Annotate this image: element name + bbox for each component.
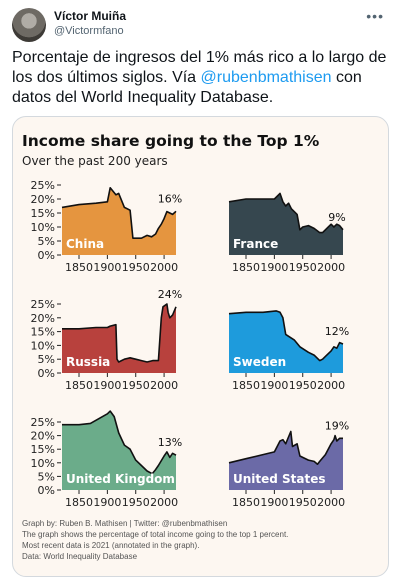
y-tick-label: 20% [31,430,55,443]
x-tick-label: 2000 [317,261,345,274]
figure-note: Most recent data is 2021 (annotated in t… [22,541,199,550]
x-tick-label: 1950 [122,261,150,274]
figure-source: Data: World Inequality Database [22,552,138,561]
area-series [62,304,176,373]
y-tick-label: 10% [31,457,55,470]
data-label: 13% [158,436,182,449]
y-tick-label: 5% [38,235,55,248]
more-dots-icon[interactable]: ••• [366,8,384,24]
x-tick-label: 1900 [260,496,288,509]
x-tick-label: 1900 [93,496,121,509]
figure-card[interactable]: Income share going to the Top 1% Over th… [12,116,389,577]
y-tick-label: 0% [38,367,55,380]
data-label: 24% [158,288,182,301]
x-tick-label: 1850 [232,496,260,509]
chart-panel-china: China 16% 1850 1900 1950 2000 0%5%10%15%20%25% [31,179,183,274]
tweet-header: Víctor Muiña @Victormfano ••• [12,8,388,42]
x-tick-label: 2000 [150,496,178,509]
figure-subtitle: Over the past 200 years [22,154,168,168]
y-tick-label: 25% [31,416,55,429]
series-label: United States [233,472,326,486]
y-tick-label: 20% [31,312,55,325]
y-tick-label: 20% [31,193,55,206]
series-line [228,430,343,465]
chart-panel-united-states: United States 19% 1850 1900 1950 2000 [228,419,349,509]
mention-link[interactable]: @rubenbmathisen [200,69,332,86]
data-label: 9% [328,211,345,224]
x-tick-label: 1950 [122,379,150,392]
x-tick-label: 1850 [232,261,260,274]
figure-note: The graph shows the percentage of total … [22,530,288,539]
data-label: 16% [158,192,182,205]
area-series [229,193,343,255]
tweet-text: Porcentaje de ingresos del 1% más rico a… [12,48,390,108]
series-line [61,187,177,239]
avatar[interactable] [12,8,46,42]
figure-credit: Graph by: Ruben B. Mathisen | Twitter: @… [22,519,227,528]
y-tick-label: 0% [38,484,55,497]
area-series [229,431,343,490]
area-series [62,187,176,255]
chart-panel-russia: Russia 24% 1850 1900 1950 2000 0%5%10%15%20%25… [31,288,183,392]
x-tick-label: 1850 [65,261,93,274]
y-tick-label: 0% [38,249,55,262]
x-tick-label: 1850 [65,496,93,509]
series-line [62,410,177,475]
y-tick-label: 25% [31,298,55,311]
y-tick-label: 15% [31,326,55,339]
x-tick-label: 1900 [260,261,288,274]
figure-image: Income share going to the Top 1% Over th… [22,132,350,561]
series-label: Russia [66,355,110,369]
x-tick-label: 1850 [65,379,93,392]
area-series [62,411,176,490]
tweet-text-part: con datos del World Inequality Database. [12,69,362,106]
y-tick-label: 10% [31,339,55,352]
x-tick-label: 2000 [317,379,345,392]
y-tick-label: 25% [31,179,55,192]
x-tick-label: 1950 [289,261,317,274]
data-label: 12% [325,325,349,338]
y-tick-label: 5% [38,353,55,366]
chart-panel-united-kingdom: United Kingdom 13% 1850 1900 1950 2000 0%5%10%… [31,410,182,509]
series-label: France [233,237,278,251]
x-tick-label: 1900 [93,261,121,274]
x-tick-label: 1850 [232,379,260,392]
series-label: United Kingdom [66,472,175,486]
tweet-text-part: Porcentaje de ingresos del 1% más rico a… [12,49,387,86]
author-name[interactable]: Víctor Muiña [54,9,127,23]
y-tick-label: 15% [31,207,55,220]
y-tick-label: 15% [31,443,55,456]
x-tick-label: 1950 [289,496,317,509]
x-tick-label: 1900 [260,379,288,392]
x-tick-label: 1950 [289,379,317,392]
x-tick-label: 1950 [122,496,150,509]
figure-title: Income share going to the Top 1% [22,132,320,150]
x-tick-label: 2000 [317,496,345,509]
area-series [229,310,343,373]
x-tick-label: 2000 [150,261,178,274]
series-line [228,192,344,234]
series-line [228,310,344,362]
x-tick-label: 2000 [150,379,178,392]
y-tick-label: 5% [38,470,55,483]
y-tick-label: 10% [31,221,55,234]
series-line [62,303,177,363]
chart-panel-sweden: Sweden 12% 1850 1900 1950 2000 [228,310,349,392]
author-handle[interactable]: @Victormfano [54,25,124,37]
chart-panel-france: France 9% 1850 1900 1950 2000 [228,192,346,274]
series-label: Sweden [233,355,286,369]
data-label: 19% [325,419,349,432]
series-label: China [66,237,104,251]
x-tick-label: 1900 [93,379,121,392]
